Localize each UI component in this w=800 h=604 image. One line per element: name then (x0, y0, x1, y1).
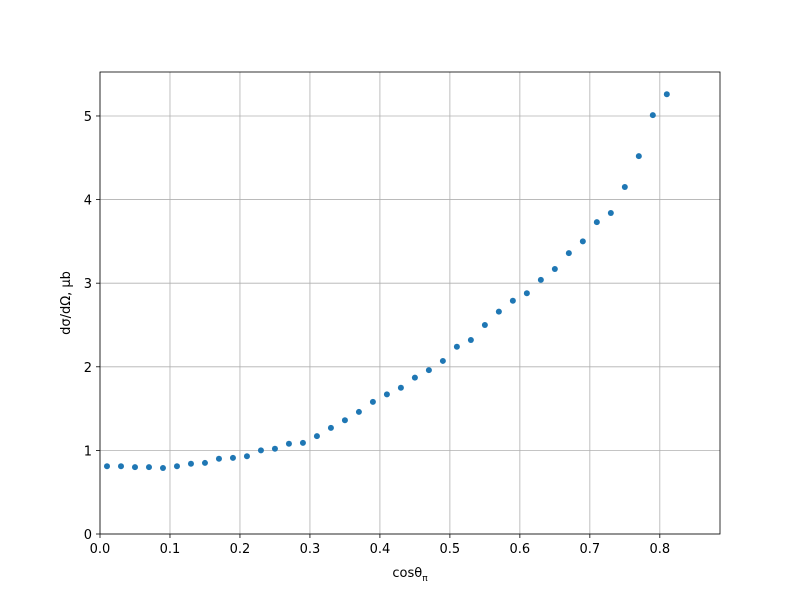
point (425, 367, 432, 374)
point (201, 459, 208, 466)
x-tick-label: 0.4 (370, 542, 391, 557)
point (159, 464, 166, 471)
point (537, 276, 544, 283)
point (187, 460, 194, 467)
point (327, 424, 334, 431)
point (481, 321, 488, 328)
point (467, 337, 474, 344)
y-axis-label: dσ/dΩ, μb (59, 271, 74, 335)
point (173, 463, 180, 470)
point (285, 440, 292, 447)
x-tick-label: 0.3 (300, 542, 321, 557)
point (663, 91, 670, 98)
x-tick-label: 0.1 (160, 542, 181, 557)
point (355, 408, 362, 415)
point (271, 445, 278, 452)
point (313, 433, 320, 440)
point (215, 455, 222, 462)
x-label-sub: π (422, 574, 428, 584)
y-tick-label: 1 (84, 444, 92, 459)
point (649, 112, 656, 119)
point (439, 357, 446, 364)
point (453, 343, 460, 350)
point (495, 308, 502, 315)
y-tick-label: 3 (84, 277, 92, 292)
point (383, 391, 390, 398)
plot-frame (99, 71, 721, 535)
point (579, 238, 586, 245)
point (257, 447, 264, 454)
point (635, 153, 642, 160)
y-tick-label: 4 (84, 194, 92, 209)
x-tick-label: 0.0 (90, 542, 111, 557)
point (523, 290, 530, 297)
y-tick-label: 5 (84, 110, 92, 125)
point (607, 209, 614, 216)
point (299, 439, 306, 446)
x-axis-label: cosθπ (392, 566, 428, 584)
point (117, 463, 124, 470)
point (551, 265, 558, 272)
x-tick-label: 0.6 (510, 542, 531, 557)
x-tick-label: 0.8 (649, 542, 670, 557)
point (229, 454, 236, 461)
point (131, 464, 138, 471)
point (369, 398, 376, 405)
x-tick-label: 0.2 (230, 542, 251, 557)
x-tick-label: 0.5 (440, 542, 461, 557)
point (145, 464, 152, 471)
point (341, 417, 348, 424)
y-tick-label: 0 (84, 528, 92, 543)
x-label-main: cosθ (392, 566, 422, 581)
x-tick-label: 0.7 (579, 542, 600, 557)
point (397, 384, 404, 391)
point (565, 250, 572, 257)
point (243, 453, 250, 460)
point (103, 463, 110, 470)
point (621, 184, 628, 191)
point (509, 297, 516, 304)
point (411, 374, 418, 381)
point (593, 219, 600, 226)
y-tick-label: 2 (84, 361, 92, 376)
